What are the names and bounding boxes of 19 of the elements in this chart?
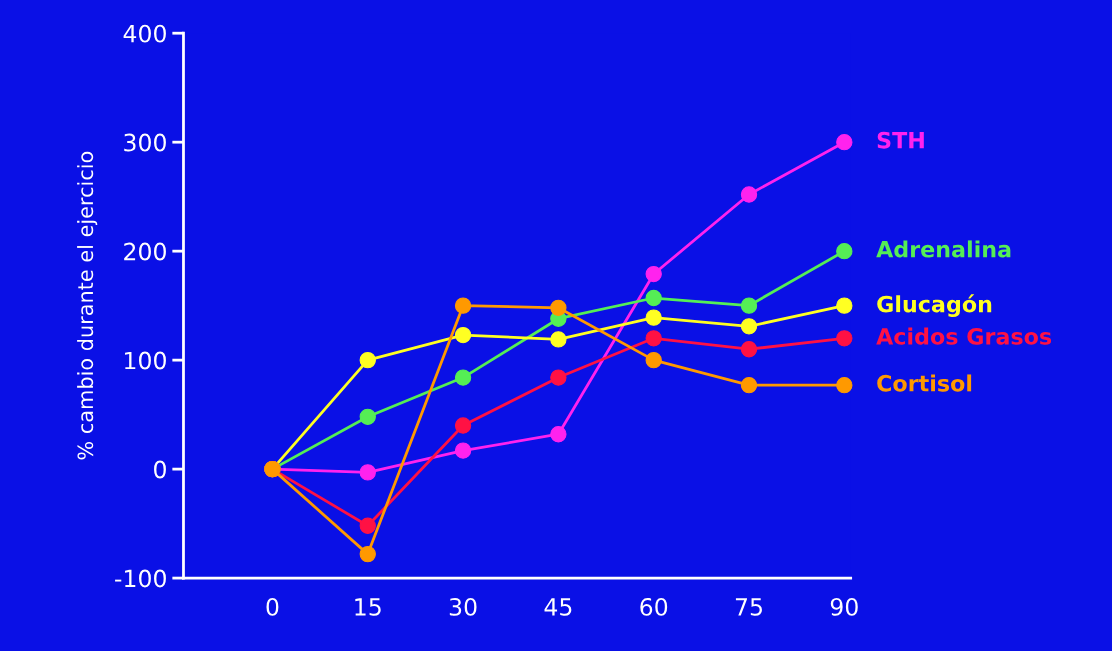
y-tick-label: 200 — [124, 242, 166, 261]
series-label: Adrenalina — [876, 240, 1011, 258]
y-tick-label: 100 — [125, 351, 166, 370]
x-tick-label: 15 — [355, 598, 381, 616]
y-tick-label: 300 — [124, 133, 166, 152]
series-label: STH — [877, 131, 924, 149]
y-axis-title: % cambio durante el ejercicio — [77, 151, 98, 460]
x-tick-label: 30 — [449, 597, 477, 616]
y-tick-label: 400 — [123, 24, 166, 43]
x-tick-label: 60 — [640, 597, 668, 616]
x-tick-label: 45 — [544, 598, 572, 616]
x-tick-label: 90 — [830, 597, 858, 616]
series-label: Acidos Grasos — [876, 327, 1052, 345]
x-tick-label: 0 — [266, 597, 279, 616]
x-tick-label: 75 — [735, 598, 762, 616]
y-tick-label: 0 — [154, 460, 166, 479]
series-label: Cortisol — [877, 374, 972, 392]
series-label: Glucagón — [877, 294, 992, 317]
y-tick-label: -100 — [115, 569, 166, 588]
